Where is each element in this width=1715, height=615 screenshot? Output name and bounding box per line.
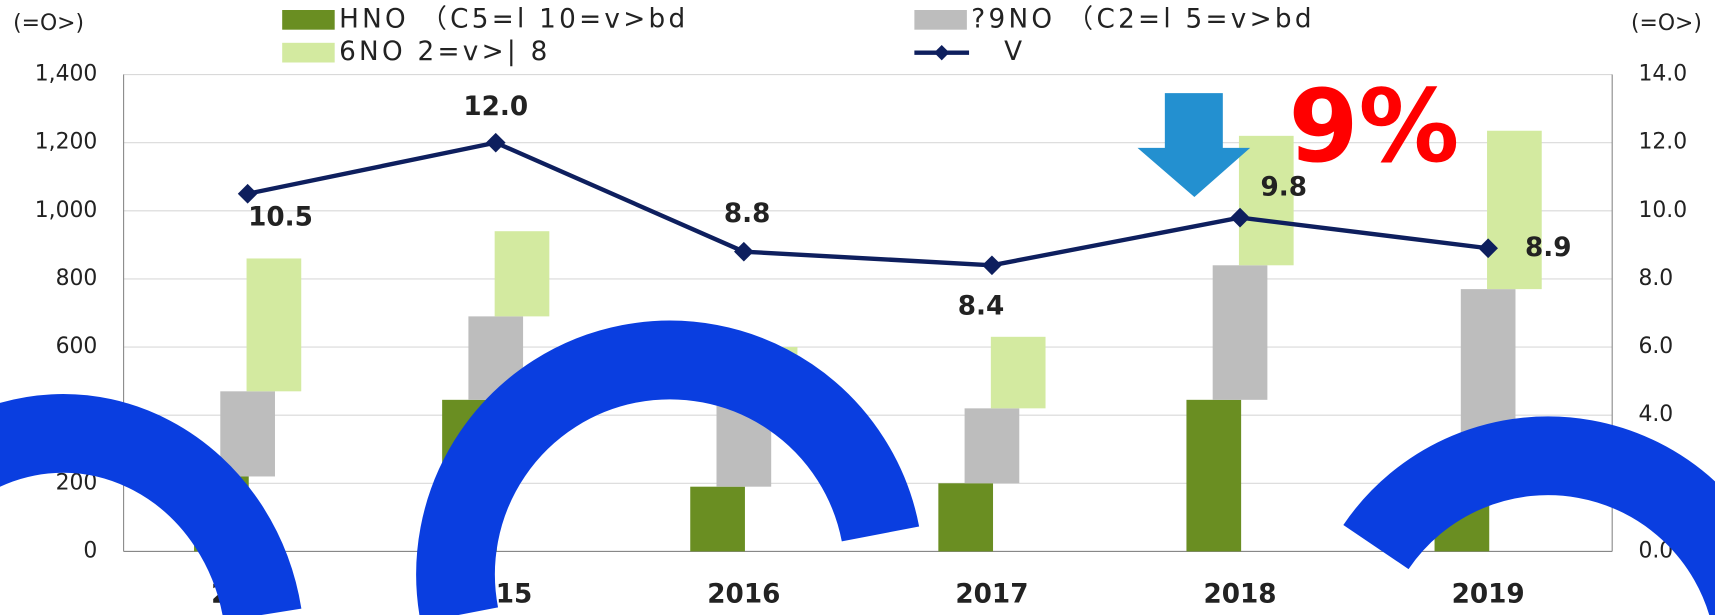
x-tick-label: 2017 xyxy=(955,580,1028,610)
bar xyxy=(938,483,993,551)
y-tick-label: 1,000 xyxy=(35,198,98,223)
x-tick-label: 2016 xyxy=(707,580,780,610)
y2-tick-label: 8.0 xyxy=(1638,266,1673,291)
legend-swatch xyxy=(914,10,967,30)
y-title: (=O>) xyxy=(13,11,84,36)
y2-tick-label: 4.0 xyxy=(1638,402,1673,427)
y-tick-label: 600 xyxy=(56,334,98,359)
data-label: 8.9 xyxy=(1525,233,1572,263)
line-marker xyxy=(486,133,506,153)
y-tick-label: 800 xyxy=(56,266,98,291)
legend-swatch xyxy=(934,45,949,60)
legend-label: HNO （C5=l 10=v>bd xyxy=(339,4,688,34)
data-label: 8.4 xyxy=(958,291,1005,321)
arc xyxy=(0,433,263,614)
y-tick-label: 1,400 xyxy=(35,62,98,87)
bar xyxy=(1186,400,1241,552)
y2-tick-label: 14.0 xyxy=(1638,62,1687,87)
bar xyxy=(1213,265,1268,400)
legend-label: 6NO 2=v>| 8 xyxy=(339,37,551,67)
y2-tick-label: 12.0 xyxy=(1638,130,1687,155)
y2-title: (=O>) xyxy=(1631,11,1702,36)
down-arrow xyxy=(1138,93,1251,197)
legend-swatch xyxy=(282,10,335,30)
bar xyxy=(965,408,1020,483)
line-marker xyxy=(982,255,1002,275)
data-label: 10.5 xyxy=(248,202,313,232)
legend-label: ?9NO （C2=l 5=v>bd xyxy=(971,4,1315,34)
y-tick-label: 1,200 xyxy=(35,130,98,155)
annotation: 9% xyxy=(1288,68,1459,185)
y2-tick-label: 10.0 xyxy=(1638,198,1687,223)
data-label: 12.0 xyxy=(463,92,528,122)
data-label: 8.8 xyxy=(724,199,771,229)
chart: (=O>) (=O>) 02004006008001,0001,2001,400… xyxy=(0,0,1715,615)
x-tick-label: 2019 xyxy=(1452,580,1525,610)
bar xyxy=(690,487,745,552)
y-tick-label: 0 xyxy=(83,538,97,563)
legend-swatch xyxy=(282,43,335,63)
bar xyxy=(247,258,302,391)
y2-tick-label: 6.0 xyxy=(1638,334,1673,359)
line-marker xyxy=(238,184,258,204)
bar xyxy=(1487,131,1542,289)
bar xyxy=(495,231,550,316)
bar xyxy=(991,337,1046,409)
line-marker xyxy=(734,242,754,262)
x-tick-label: 2018 xyxy=(1204,580,1277,610)
arc xyxy=(456,360,881,615)
legend-label: V xyxy=(1004,37,1025,67)
arc xyxy=(1376,456,1715,615)
